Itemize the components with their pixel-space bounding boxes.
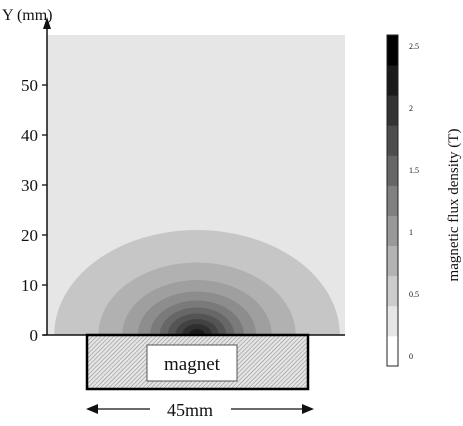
colorbar-tick-label-4: 2 bbox=[409, 104, 413, 113]
colorbar-band-7 bbox=[387, 125, 398, 156]
y-tick-label-30: 30 bbox=[21, 176, 38, 195]
colorbar: 0 0.5 1 1.5 2 2.5 magnetic flux density (T) bbox=[386, 34, 462, 367]
contour-band-level-10 bbox=[188, 329, 206, 335]
colorbar-tick-label-1: 0.5 bbox=[409, 290, 419, 299]
y-axis-arrowhead bbox=[43, 17, 51, 29]
contour-bands bbox=[54, 230, 340, 335]
magnet-label: magnet bbox=[164, 354, 221, 375]
magnet-width-dimension: 45mm bbox=[86, 400, 314, 420]
colorbar-band-10 bbox=[387, 35, 398, 66]
colorbar-tick-label-2: 1 bbox=[409, 228, 413, 237]
colorbar-tick-label-0: 0 bbox=[409, 352, 413, 361]
colorbar-band-9 bbox=[387, 65, 398, 96]
colorbar-tick-label-3: 1.5 bbox=[409, 166, 419, 175]
colorbar-band-5 bbox=[387, 185, 398, 216]
colorbar-bands bbox=[387, 35, 398, 367]
y-axis-title: Y (mm) bbox=[2, 7, 53, 24]
y-tick-label-40: 40 bbox=[21, 126, 38, 145]
colorbar-band-1 bbox=[387, 305, 398, 337]
magnet-label-box bbox=[146, 344, 238, 382]
colorbar-frame bbox=[386, 34, 399, 367]
colorbar-ticks: 0 0.5 1 1.5 2 2.5 bbox=[409, 42, 419, 361]
dimension-arrowhead-left bbox=[86, 404, 98, 414]
colorbar-band-8 bbox=[387, 95, 398, 126]
colorbar-band-2 bbox=[387, 275, 398, 307]
colorbar-band-0 bbox=[387, 335, 398, 367]
y-tick-label-0: 0 bbox=[30, 326, 39, 345]
colorbar-band-6 bbox=[387, 155, 398, 186]
magnet: magnet bbox=[85, 333, 310, 391]
y-ticks: 0 10 20 30 40 50 bbox=[21, 76, 47, 345]
colorbar-tick-label-5: 2.5 bbox=[409, 42, 419, 51]
colorbar-title: magnetic flux density (T) bbox=[446, 129, 462, 282]
colorbar-band-3 bbox=[387, 245, 398, 277]
y-tick-label-20: 20 bbox=[21, 226, 38, 245]
colorbar-band-4 bbox=[387, 215, 398, 247]
y-tick-label-50: 50 bbox=[21, 76, 38, 95]
dimension-arrowhead-right bbox=[302, 404, 314, 414]
y-tick-label-10: 10 bbox=[21, 276, 38, 295]
magnet-width-label: 45mm bbox=[167, 400, 213, 420]
